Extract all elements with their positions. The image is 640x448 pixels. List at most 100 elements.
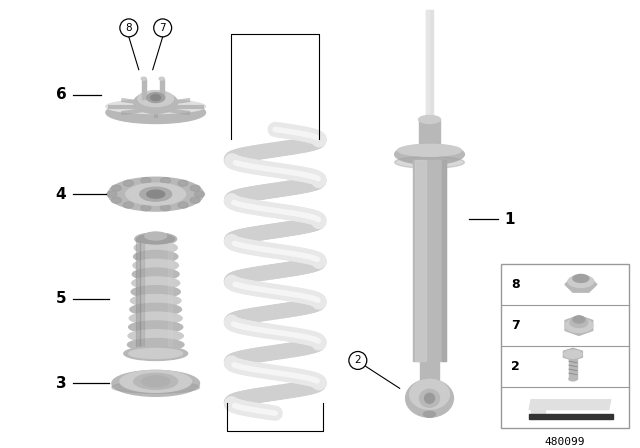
Ellipse shape [112, 381, 200, 393]
Ellipse shape [127, 339, 184, 351]
Text: 8: 8 [511, 278, 520, 291]
Bar [160, 79, 164, 99]
Ellipse shape [134, 241, 177, 254]
Ellipse shape [178, 202, 188, 208]
Ellipse shape [112, 370, 200, 396]
Bar [426, 10, 429, 120]
Ellipse shape [132, 277, 180, 289]
Polygon shape [529, 400, 611, 409]
Ellipse shape [131, 286, 180, 298]
Polygon shape [563, 348, 582, 360]
Ellipse shape [138, 90, 173, 107]
Ellipse shape [132, 268, 179, 280]
Polygon shape [565, 315, 593, 336]
Bar [168, 239, 172, 353]
Ellipse shape [129, 349, 182, 358]
Bar [420, 362, 440, 391]
Ellipse shape [147, 93, 164, 103]
Ellipse shape [410, 379, 449, 409]
Ellipse shape [159, 77, 164, 80]
Text: 8: 8 [125, 23, 132, 33]
Text: 7: 7 [159, 23, 166, 33]
Text: 7: 7 [511, 319, 520, 332]
Ellipse shape [424, 411, 435, 417]
Ellipse shape [142, 376, 170, 387]
Polygon shape [531, 409, 545, 416]
Text: 6: 6 [56, 87, 67, 102]
Ellipse shape [406, 379, 453, 417]
Ellipse shape [106, 102, 205, 124]
Ellipse shape [151, 95, 161, 100]
Ellipse shape [130, 303, 182, 315]
Bar [415, 160, 426, 362]
Circle shape [349, 352, 367, 370]
Text: 5: 5 [56, 291, 67, 306]
Bar [529, 414, 612, 418]
Text: 2: 2 [511, 360, 520, 373]
Ellipse shape [395, 156, 465, 168]
Ellipse shape [568, 276, 594, 287]
Ellipse shape [141, 205, 151, 211]
Ellipse shape [424, 393, 435, 403]
Bar [142, 79, 146, 99]
Ellipse shape [395, 144, 465, 164]
Circle shape [120, 19, 138, 37]
Text: 480099: 480099 [545, 437, 585, 447]
Text: 4: 4 [56, 187, 67, 202]
Ellipse shape [573, 316, 585, 323]
Ellipse shape [134, 91, 178, 113]
Ellipse shape [111, 185, 121, 191]
Ellipse shape [128, 330, 183, 342]
Ellipse shape [124, 180, 133, 186]
Ellipse shape [124, 202, 133, 208]
Bar [140, 239, 144, 353]
Circle shape [154, 19, 172, 37]
Ellipse shape [564, 350, 582, 358]
Bar [136, 239, 140, 353]
Ellipse shape [106, 99, 205, 113]
Ellipse shape [190, 185, 200, 191]
Ellipse shape [161, 205, 170, 211]
Ellipse shape [126, 183, 186, 205]
Ellipse shape [124, 346, 188, 361]
Ellipse shape [140, 187, 172, 201]
Ellipse shape [133, 259, 179, 271]
Ellipse shape [147, 190, 164, 198]
Ellipse shape [134, 250, 178, 263]
Ellipse shape [397, 144, 461, 156]
Text: 3: 3 [56, 376, 67, 391]
Ellipse shape [134, 373, 178, 389]
Text: 1: 1 [504, 211, 515, 227]
Ellipse shape [111, 197, 121, 203]
Ellipse shape [161, 177, 170, 184]
Ellipse shape [178, 180, 188, 186]
Ellipse shape [108, 177, 204, 211]
Ellipse shape [135, 233, 177, 245]
Ellipse shape [190, 197, 200, 203]
Ellipse shape [570, 318, 588, 327]
Ellipse shape [420, 389, 440, 407]
Ellipse shape [129, 321, 183, 333]
Ellipse shape [107, 191, 117, 197]
Ellipse shape [569, 377, 577, 381]
Ellipse shape [127, 347, 184, 360]
Bar [426, 10, 433, 120]
Bar [569, 358, 577, 379]
Ellipse shape [129, 312, 182, 324]
Ellipse shape [145, 232, 166, 240]
Bar [501, 264, 628, 428]
Ellipse shape [131, 294, 181, 307]
Ellipse shape [141, 177, 151, 184]
Bar [442, 160, 447, 362]
Ellipse shape [137, 234, 175, 244]
Ellipse shape [141, 77, 147, 80]
Bar [413, 160, 447, 362]
Ellipse shape [565, 319, 593, 332]
Ellipse shape [419, 145, 440, 153]
Bar [419, 120, 440, 149]
Ellipse shape [195, 191, 205, 197]
Ellipse shape [120, 370, 191, 392]
Ellipse shape [419, 116, 440, 124]
Ellipse shape [573, 275, 589, 282]
Text: 2: 2 [355, 355, 361, 366]
